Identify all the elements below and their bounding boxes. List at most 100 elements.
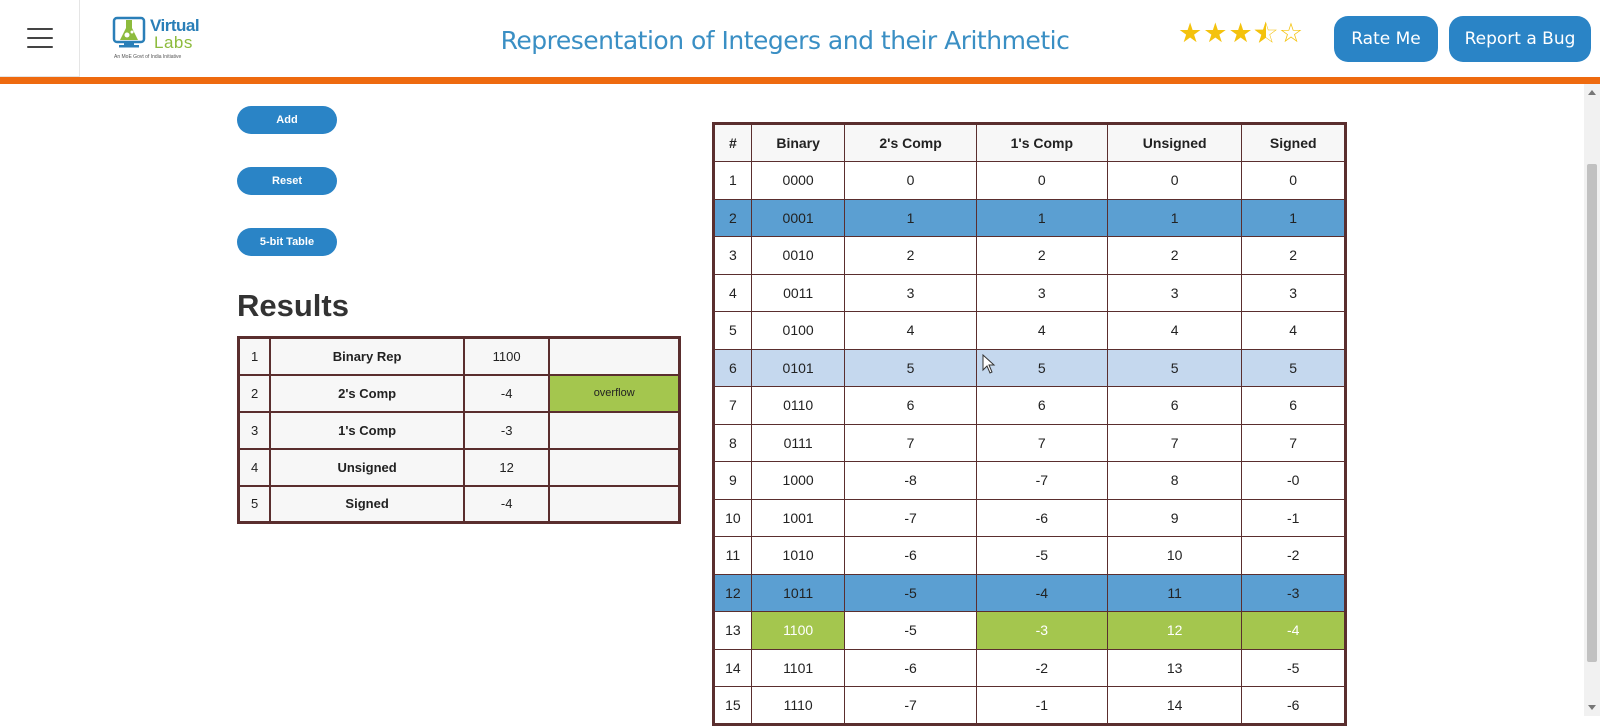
column-header: Unsigned [1106,123,1243,162]
results-row: 3 1's Comp -3 [237,410,681,450]
table-cell: 5 [975,348,1108,387]
table-row[interactable]: 7 0110 6 6 6 6 [713,386,1346,425]
table-header-row: # Binary 2's Comp 1's Comp Unsigned Signed [713,123,1346,162]
logo-tagline: An MoE Govt of India Initiative [114,54,182,60]
flask-icon [112,16,146,48]
results-row-label: Unsigned [269,447,465,487]
table-cell: -6 [1241,686,1346,725]
table-cell: 0000 [750,161,846,200]
table-cell: 7 [713,386,752,425]
table-row[interactable]: 15 1110 -7 -1 14 -6 [713,686,1346,725]
table-cell: 11 [1106,573,1243,612]
table-cell: 10 [1106,536,1243,575]
results-row-value: 12 [462,447,551,487]
table-cell: 6 [844,386,977,425]
results-row-number: 1 [237,336,272,376]
table-row[interactable]: 11 1010 -6 -5 10 -2 [713,536,1346,575]
results-row-number: 3 [237,410,272,450]
table-cell: -2 [975,648,1108,687]
star-full-icon[interactable]: ★ [1203,18,1228,48]
star-rating[interactable]: ★ ★ ★ ★ ☆ [1178,18,1304,48]
results-row-flag [548,484,681,524]
results-row-value: -4 [462,484,551,524]
table-cell: -3 [975,611,1108,650]
results-row-flag [548,336,681,376]
column-header: Signed [1241,123,1346,162]
table-row[interactable]: 1 0000 0 0 0 0 [713,161,1346,200]
table-cell: 6 [713,348,752,387]
add-button[interactable]: Add [237,106,337,134]
virtual-labs-logo[interactable]: Virtual Labs An MoE Govt of India Initia… [110,12,200,64]
table-row[interactable]: 12 1011 -5 -4 11 -3 [713,573,1346,612]
table-cell: 2 [1106,236,1243,275]
table-cell: 0001 [750,198,846,237]
table-row[interactable]: 8 0111 7 7 7 7 [713,423,1346,462]
reset-button[interactable]: Reset [237,167,337,195]
table-row[interactable]: 3 0010 2 2 2 2 [713,236,1346,275]
table-cell: 0111 [750,423,846,462]
table-cell: -6 [844,536,977,575]
mouse-cursor-icon [982,354,996,374]
table-row[interactable]: 10 1001 -7 -6 9 -1 [713,498,1346,537]
menu-button[interactable] [0,0,80,77]
table-cell: -6 [975,498,1108,537]
table-cell: 3 [975,273,1108,312]
table-cell: -7 [975,461,1108,500]
table-cell: 5 [844,348,977,387]
table-cell: 4 [1241,311,1346,350]
table-cell: 14 [713,648,752,687]
report-bug-button[interactable]: Report a Bug [1449,16,1591,62]
table-cell: 6 [1241,386,1346,425]
star-half-icon[interactable]: ★ [1253,18,1278,48]
table-cell: 1 [1241,198,1346,237]
star-full-icon[interactable]: ★ [1228,18,1253,48]
table-row[interactable]: 9 1000 -8 -7 8 -0 [713,461,1346,500]
logo-text-labs: Labs [154,33,193,52]
table-cell: 0010 [750,236,846,275]
results-table: 1 Binary Rep 1100 2 2's Comp -4 overflow 3 1's C… [237,336,681,524]
table-cell: 0 [975,161,1108,200]
table-cell: 7 [1241,423,1346,462]
table-cell: 2 [975,236,1108,275]
table-cell: -7 [844,686,977,725]
scroll-thumb[interactable] [1587,164,1597,662]
table-cell: -8 [844,461,977,500]
results-row-number: 4 [237,447,272,487]
rate-me-button[interactable]: Rate Me [1334,16,1438,62]
table-cell: 0101 [750,348,846,387]
table-row[interactable]: 2 0001 1 1 1 1 [713,198,1346,237]
table-cell: 0 [1241,161,1346,200]
table-row[interactable]: 6 0101 5 5 5 5 [713,348,1346,387]
table-row[interactable]: 5 0100 4 4 4 4 [713,311,1346,350]
results-row-number: 2 [237,373,272,413]
results-row-flag [548,447,681,487]
five-bit-table-button[interactable]: 5-bit Table [237,228,337,256]
table-cell: 0110 [750,386,846,425]
table-cell: 1001 [750,498,846,537]
table-row[interactable]: 14 1101 -6 -2 13 -5 [713,648,1346,687]
table-cell: 1110 [750,686,846,725]
scroll-down-icon[interactable] [1588,705,1596,710]
table-cell: -7 [844,498,977,537]
site-header: Virtual Labs An MoE Govt of India Initia… [0,0,1600,84]
table-cell: 12 [713,573,752,612]
results-row: 1 Binary Rep 1100 [237,336,681,376]
star-empty-icon[interactable]: ☆ [1278,18,1304,48]
table-cell: -2 [1241,536,1346,575]
table-cell: -5 [844,573,977,612]
page-scrollbar[interactable] [1584,84,1600,716]
table-row[interactable]: 13 1100 -5 -3 12 -4 [713,611,1346,650]
table-cell: -1 [975,686,1108,725]
star-full-icon[interactable]: ★ [1178,18,1203,48]
table-cell: 15 [713,686,752,725]
page-title: Representation of Integers and their Ari… [500,26,1070,55]
table-cell: 0100 [750,311,846,350]
table-cell: 1 [844,198,977,237]
scroll-up-icon[interactable] [1588,90,1596,95]
results-row-flag [548,410,681,450]
table-row[interactable]: 4 0011 3 3 3 3 [713,273,1346,312]
table-cell: 8 [1106,461,1243,500]
column-header: 2's Comp [844,123,977,162]
table-cell: -5 [975,536,1108,575]
